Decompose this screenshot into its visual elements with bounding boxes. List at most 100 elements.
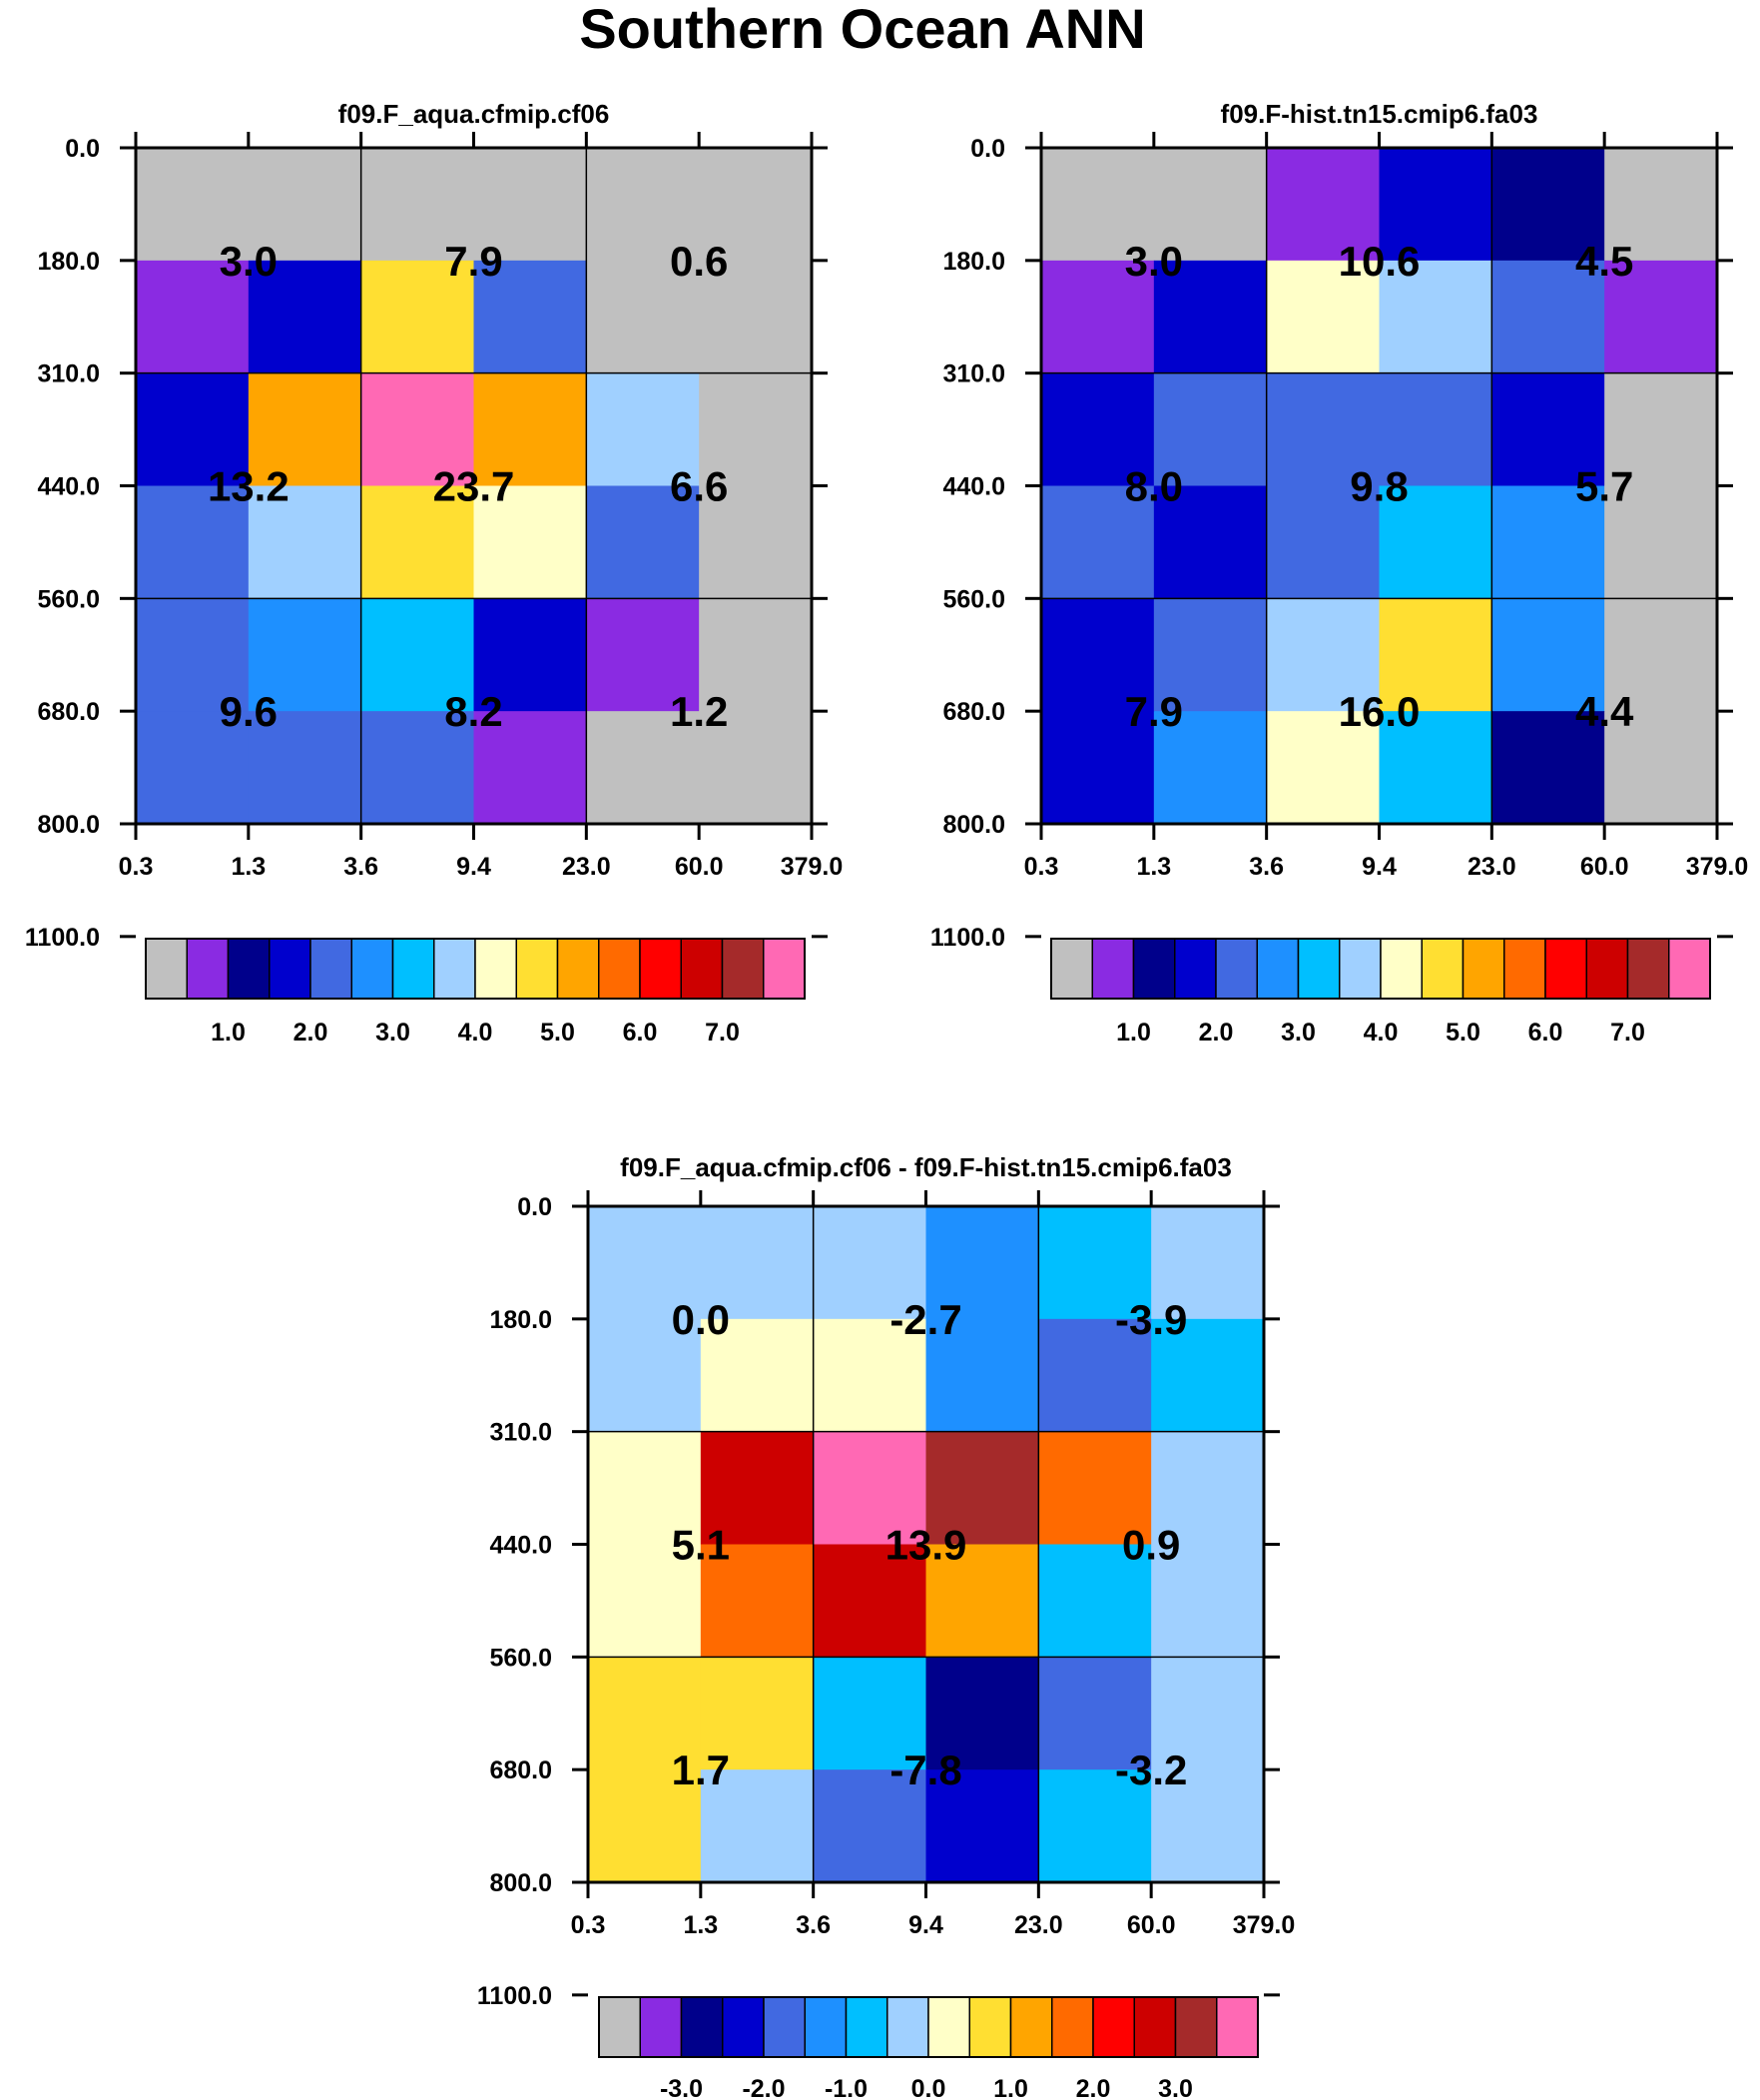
heatmap-cell	[1491, 485, 1605, 599]
heatmap-cell	[1266, 148, 1381, 262]
colorbar-swatch	[1668, 938, 1711, 1000]
colorbar-swatch	[1462, 938, 1505, 1000]
heatmap-cell	[1041, 485, 1155, 599]
colorbar-swatch	[1174, 1996, 1218, 2058]
heatmap-cell	[925, 1657, 1039, 1770]
colorbar-swatch	[763, 1996, 806, 2058]
summary-value-label: 8.2	[444, 688, 502, 735]
y-tick-label: 440.0	[942, 473, 1005, 501]
heatmap-cell	[360, 372, 475, 487]
y-tick-label: 560.0	[942, 585, 1005, 613]
heatmap-cell	[1153, 148, 1268, 262]
colorbar-swatch	[1051, 1996, 1094, 2058]
summary-value-label: 6.6	[670, 463, 728, 510]
heatmap-cell	[1151, 1431, 1265, 1546]
x-tick-label: 379.0	[781, 853, 844, 881]
y-tick-label: 680.0	[37, 698, 100, 726]
colorbar-swatch	[1339, 938, 1382, 1000]
colorbar-label: 1.0	[993, 2075, 1028, 2100]
heatmap-cell	[1153, 485, 1268, 599]
heatmap-cell	[248, 598, 362, 712]
y-tick-label: 310.0	[942, 360, 1005, 388]
heatmap-cell	[699, 485, 813, 599]
y-tick-label: 180.0	[942, 248, 1005, 276]
summary-value-label: 16.0	[1339, 688, 1421, 735]
colorbar-label: 4.0	[1364, 1019, 1399, 1047]
colorbar-label: 3.0	[1281, 1019, 1316, 1047]
heatmap-cell	[1153, 372, 1268, 487]
heatmap-cell	[1038, 1206, 1152, 1320]
x-tick-label: 60.0	[1127, 1911, 1176, 1939]
colorbar-label: 7.0	[705, 1019, 740, 1047]
heatmap-cell	[248, 148, 362, 262]
heatmap-cell	[700, 1544, 815, 1658]
heatmap-cell	[813, 1206, 927, 1320]
heatmap-cell	[248, 372, 362, 487]
panel-title: f09.F_aqua.cfmip.cf06 - f09.F-hist.tn15.…	[620, 1152, 1232, 1182]
colorbar-swatch	[721, 938, 765, 1000]
summary-value-label: 23.7	[433, 463, 515, 510]
x-tick-label: 0.3	[1024, 853, 1059, 881]
colorbar-label: 1.0	[211, 1019, 246, 1047]
heatmap-cell	[1604, 598, 1718, 712]
summary-value-label: 9.6	[220, 688, 278, 735]
heatmap-cell	[813, 1431, 927, 1546]
heatmap-cell	[1604, 260, 1718, 374]
x-tick-label: 1.3	[231, 853, 266, 881]
summary-value-label: -3.9	[1115, 1296, 1187, 1343]
colorbar-label: 6.0	[1528, 1019, 1563, 1047]
y-tick-label: 1100.0	[930, 924, 1005, 952]
y-tick-label: 560.0	[489, 1644, 552, 1672]
y-tick-label: 800.0	[37, 811, 100, 839]
colorbar-swatch	[145, 938, 188, 1000]
heatmap-cell	[1151, 1657, 1265, 1770]
heatmap-cell	[1266, 598, 1381, 712]
x-tick-label: 379.0	[1233, 1911, 1296, 1939]
x-tick-label: 1.3	[683, 1911, 718, 1939]
summary-value-label: 4.4	[1575, 688, 1634, 735]
heatmap-cell	[1266, 485, 1381, 599]
heatmap-cell	[925, 1318, 1039, 1433]
summary-value-label: 7.9	[444, 238, 502, 285]
heatmap-cell	[588, 1657, 702, 1770]
colorbar-swatch	[1626, 938, 1670, 1000]
x-tick-label: 23.0	[1467, 853, 1516, 881]
heatmap-cell	[700, 1657, 815, 1770]
colorbar-label: 4.0	[458, 1019, 493, 1047]
y-tick-label: 560.0	[37, 585, 100, 613]
x-tick-label: 3.6	[1249, 853, 1284, 881]
heatmap-cell	[1038, 1318, 1152, 1433]
summary-value-label: 0.0	[672, 1296, 730, 1343]
summary-value-label: 1.7	[672, 1747, 730, 1793]
colorbar-swatch	[845, 1996, 888, 2058]
heatmap-cell	[136, 260, 250, 374]
y-tick-label: 310.0	[37, 360, 100, 388]
heatmap-cell	[1038, 1431, 1152, 1546]
heatmap-cell	[1491, 598, 1605, 712]
colorbar-swatch	[186, 938, 230, 1000]
colorbar-swatch	[1421, 938, 1465, 1000]
colorbar-swatch	[556, 938, 600, 1000]
heatmap-cell	[473, 598, 587, 712]
panel-control: f09.F_aqua.cfmip.cf06 0.0 180.0 310.0 440.0 5…	[25, 99, 843, 1047]
heatmap-cell	[136, 711, 250, 825]
colorbar-label: 6.0	[623, 1019, 658, 1047]
heatmap-cell	[248, 711, 362, 825]
x-tick-label: 0.3	[119, 853, 154, 881]
heatmap-cell	[588, 1318, 702, 1433]
y-tick-label: 180.0	[489, 1306, 552, 1334]
colorbar-swatch	[1092, 1996, 1135, 2058]
y-tick-label: 0.0	[517, 1193, 552, 1221]
heatmap-cell	[1379, 372, 1492, 487]
colorbar-label: 7.0	[1610, 1019, 1645, 1047]
heatmap-cell	[1379, 260, 1492, 374]
panel-reference: f09.F-hist.tn15.cmip6.fa03 0.0 180.0 310.0 4…	[930, 99, 1748, 1047]
heatmap-cell	[1041, 598, 1155, 712]
heatmap-cell	[925, 1544, 1039, 1658]
colorbar-label: 0.0	[911, 2075, 946, 2100]
summary-value-label: 5.1	[672, 1522, 730, 1569]
colorbar-swatch	[1050, 938, 1093, 1000]
heatmap-cell	[588, 1769, 702, 1883]
heatmap-cell	[925, 1431, 1039, 1546]
heatmap-cell	[586, 260, 700, 374]
